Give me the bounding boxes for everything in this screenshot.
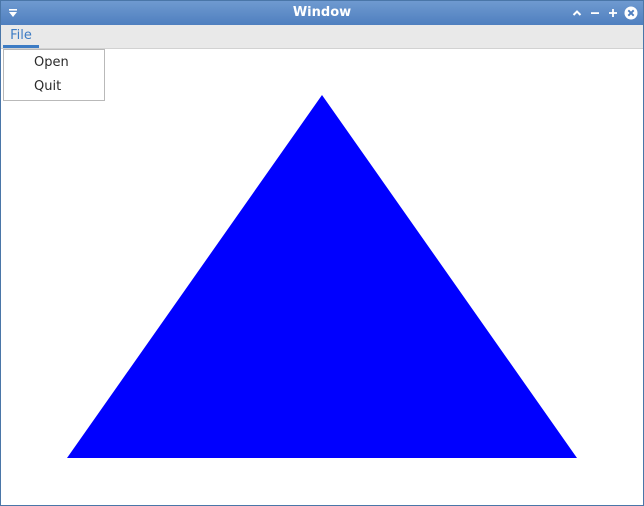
window-title: Window	[292, 5, 352, 20]
menu-item-open[interactable]: Open	[34, 55, 69, 70]
drawing-canvas	[67, 95, 577, 458]
menu-file[interactable]: File	[3, 25, 39, 48]
window-menu-icon[interactable]	[6, 6, 20, 20]
menu-item-quit[interactable]: Quit	[34, 79, 62, 94]
file-menu-dropdown: Open Quit	[3, 49, 105, 101]
minimize-icon[interactable]	[588, 6, 602, 20]
close-icon[interactable]	[624, 6, 638, 20]
shade-icon[interactable]	[570, 6, 584, 20]
maximize-icon[interactable]	[606, 6, 620, 20]
blue-triangle	[67, 95, 577, 458]
title-bar[interactable]: Window	[1, 1, 643, 25]
menu-bar: File	[1, 25, 643, 49]
